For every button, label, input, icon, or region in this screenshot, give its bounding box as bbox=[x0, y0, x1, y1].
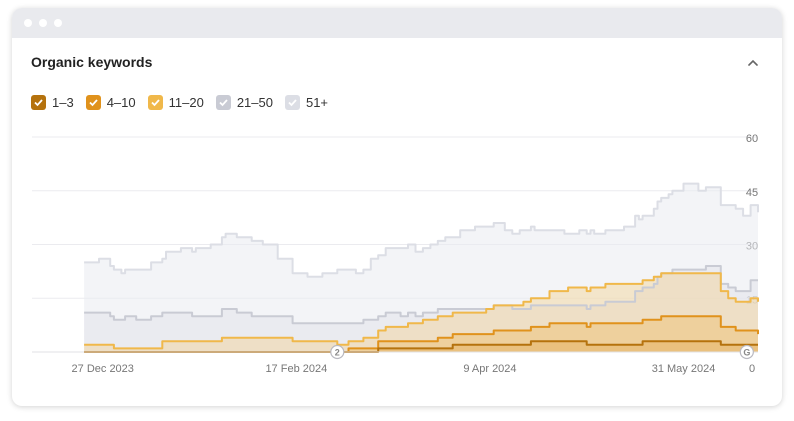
y-tick-label: 45 bbox=[746, 187, 758, 199]
window-dot bbox=[39, 19, 47, 27]
y-tick-label: 60 bbox=[746, 133, 758, 145]
legend-label: 4–10 bbox=[106, 95, 136, 110]
x-tick-label: 17 Feb 2024 bbox=[265, 363, 327, 375]
x-tick-label: 27 Dec 2023 bbox=[72, 363, 134, 375]
annotation-label: G bbox=[743, 348, 750, 358]
series-4-10-area bbox=[84, 316, 759, 352]
chevron-up-icon[interactable] bbox=[748, 58, 758, 68]
legend-label: 11–20 bbox=[168, 95, 204, 110]
legend-item-1-3[interactable]: 1–3 bbox=[31, 95, 74, 110]
legend-item-11-20[interactable]: 11–20 bbox=[147, 95, 204, 110]
legend-item-21-50[interactable]: 21–50 bbox=[215, 95, 273, 110]
checkbox-icon[interactable] bbox=[31, 95, 46, 110]
legend-item-51-plus[interactable]: 51+ bbox=[284, 95, 329, 110]
window-chrome bbox=[12, 8, 782, 38]
series-11-20-line bbox=[84, 272, 759, 350]
window-dot bbox=[24, 19, 32, 27]
annotation-marker bbox=[739, 344, 754, 360]
checkbox-icon[interactable] bbox=[215, 95, 231, 110]
series-11-20-area bbox=[84, 273, 759, 352]
series-21-50-area bbox=[84, 266, 759, 352]
checkbox-icon[interactable] bbox=[147, 95, 163, 110]
series-1-3-area bbox=[84, 341, 759, 352]
window-dot bbox=[54, 19, 62, 27]
x-tick-label: 31 May 2024 bbox=[652, 363, 716, 375]
widget-title: Organic keywords bbox=[31, 54, 153, 70]
legend-label: 51+ bbox=[305, 95, 329, 110]
legend-label: 1–3 bbox=[52, 95, 74, 110]
annotation-marker bbox=[330, 344, 345, 360]
legend-label: 21–50 bbox=[236, 95, 273, 110]
y-tick-label: 0 bbox=[749, 363, 755, 375]
legend-item-4-10[interactable]: 4–10 bbox=[85, 95, 136, 110]
checkbox-icon[interactable] bbox=[284, 95, 300, 110]
checkbox-icon[interactable] bbox=[85, 95, 101, 110]
chart-legend: 1–3 4–10 11–20 21–50 51+ bbox=[31, 95, 340, 110]
annotation-label: 2 bbox=[335, 348, 340, 358]
x-tick-label: 9 Apr 2024 bbox=[463, 363, 516, 375]
series-51-plus-line bbox=[84, 182, 759, 278]
